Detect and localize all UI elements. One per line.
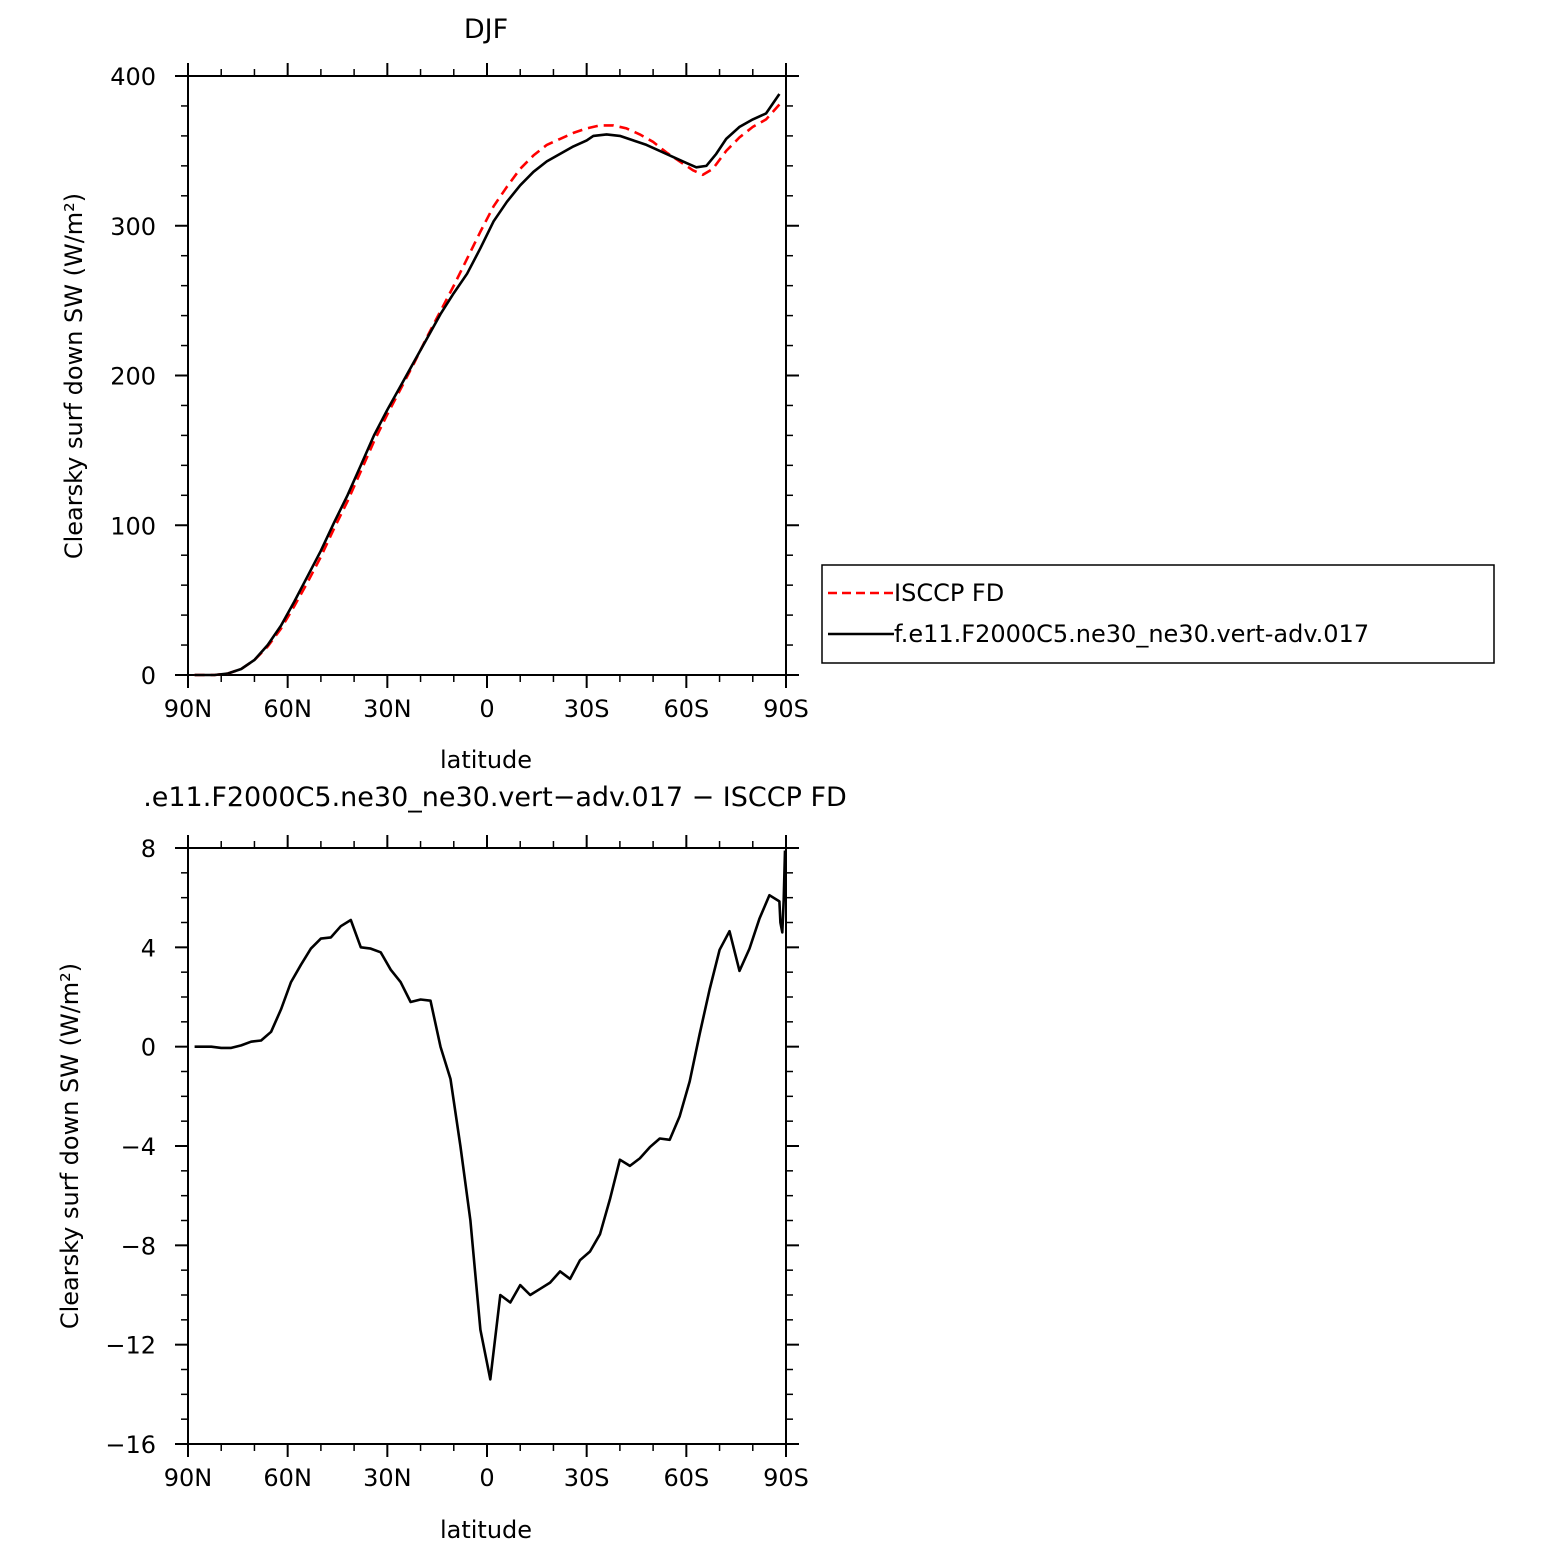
top-x-tick-label: 30N	[363, 695, 412, 723]
legend-label-model: f.e11.F2000C5.ne30_ne30.vert-adv.017	[894, 620, 1369, 648]
bottom-y-tick-label: −16	[105, 1431, 156, 1459]
top-y-tick-label: 0	[141, 662, 156, 690]
top-y-tick-label: 200	[110, 363, 156, 391]
bottom-x-axis-title: latitude	[440, 1516, 532, 1544]
top-plot-frame	[187, 75, 787, 676]
top-y-tick-label: 300	[110, 213, 156, 241]
bottom-x-tick-label: 30N	[363, 1464, 412, 1492]
bottom-y-tick-label: 8	[141, 835, 156, 863]
bottom-chart-title: .e11.F2000C5.ne30_ne30.vert−adv.017 − IS…	[143, 782, 847, 813]
bottom-series-difference-line	[194, 850, 787, 1381]
bottom-x-tick-label: 30S	[564, 1464, 610, 1492]
bottom-plot-frame	[187, 847, 787, 1445]
top-x-tick-label: 0	[479, 695, 494, 723]
top-y-tick-label: 400	[110, 63, 156, 91]
bottom-x-tick-label: 0	[479, 1464, 494, 1492]
bottom-x-tick-label: 90N	[164, 1464, 213, 1492]
legend-box	[821, 564, 1495, 664]
top-x-tick-label: 60S	[663, 695, 709, 723]
bottom-y-tick-label: 0	[141, 1034, 156, 1062]
top-y-tick-label: 100	[110, 512, 156, 540]
bottom-x-tick-label: 60N	[263, 1464, 312, 1492]
top-x-tick-label: 60N	[263, 695, 312, 723]
top-y-axis-title: Clearsky surf down SW (W/m²)	[60, 193, 88, 559]
legend: ISCCP FD f.e11.F2000C5.ne30_ne30.vert-ad…	[821, 564, 1495, 664]
bottom-y-tick-label: −4	[121, 1133, 156, 1161]
bottom-x-tick-label: 60S	[663, 1464, 709, 1492]
top-x-axis-title: latitude	[440, 746, 532, 774]
legend-label-isccp: ISCCP FD	[894, 579, 1004, 607]
bottom-y-axis-title: Clearsky surf down SW (W/m²)	[56, 963, 84, 1329]
bottom-x-tick-label: 90S	[763, 1464, 809, 1492]
bottom-y-tick-label: −8	[121, 1232, 156, 1260]
top-series-isccp-fd-line	[194, 103, 781, 677]
top-series-f-e11-f2000c5-ne30-ne30-vert-adv-017-line	[194, 93, 781, 677]
bottom-y-tick-label: 4	[141, 934, 156, 962]
bottom-y-tick-label: −12	[105, 1332, 156, 1360]
top-x-tick-label: 90S	[763, 695, 809, 723]
top-x-tick-label: 90N	[164, 695, 213, 723]
top-chart-title: DJF	[464, 14, 508, 45]
top-x-tick-label: 30S	[564, 695, 610, 723]
